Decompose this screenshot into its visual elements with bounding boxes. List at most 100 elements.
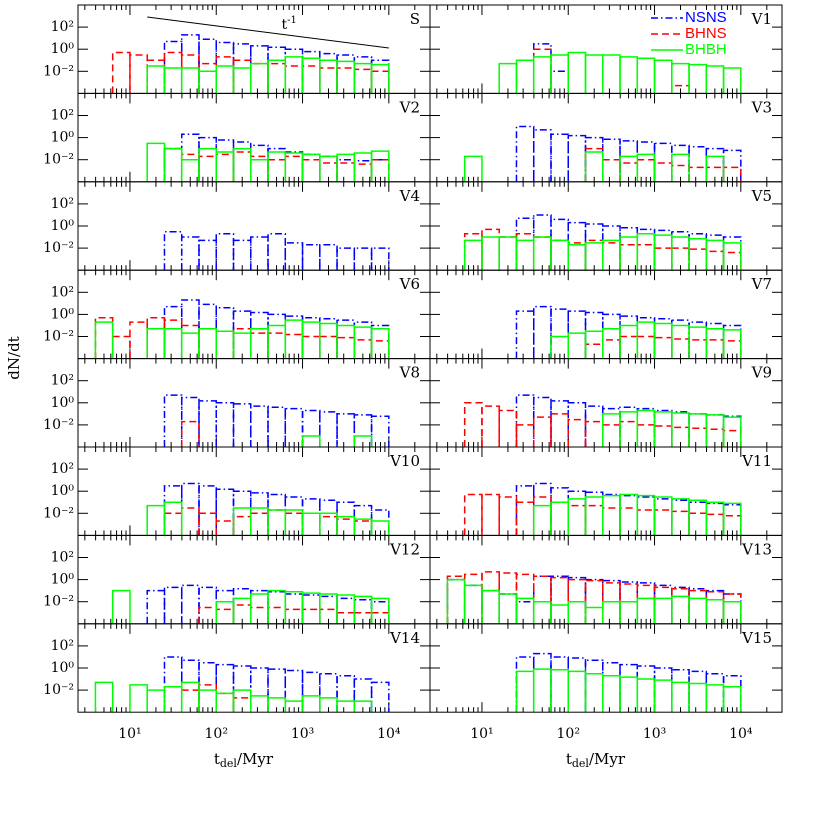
histogram-bin bbox=[567, 418, 587, 447]
histogram-bin bbox=[301, 65, 321, 94]
histogram-bin bbox=[584, 491, 604, 536]
histogram-bin bbox=[705, 673, 725, 713]
histogram-bin bbox=[163, 51, 183, 94]
histogram-bin bbox=[653, 318, 673, 359]
panel: 10² 10⁰ 10⁻² St-1 bbox=[43, 4, 431, 94]
histogram-bin bbox=[619, 56, 639, 94]
histogram-bin bbox=[671, 144, 690, 182]
histogram-bin bbox=[198, 400, 217, 447]
histogram-bin bbox=[163, 512, 183, 536]
histogram-bin bbox=[515, 485, 535, 536]
histogram-bin bbox=[653, 498, 673, 536]
histogram-bin bbox=[301, 158, 321, 182]
histogram-bin bbox=[370, 150, 390, 182]
histogram-bin bbox=[532, 396, 552, 447]
histogram-bin bbox=[370, 520, 390, 536]
histogram-bin bbox=[336, 336, 356, 359]
histogram-bin bbox=[671, 587, 690, 624]
histogram-bin bbox=[722, 686, 742, 713]
histogram-bin bbox=[567, 490, 587, 536]
histogram-bin bbox=[250, 158, 269, 182]
histogram-bin bbox=[481, 236, 500, 271]
histogram-bin bbox=[602, 661, 621, 713]
histogram-bin bbox=[584, 496, 604, 536]
histogram-bin bbox=[301, 608, 321, 624]
histogram-bin bbox=[215, 692, 235, 713]
histogram-bin bbox=[250, 667, 269, 713]
histogram-bin bbox=[602, 54, 621, 94]
panel-frame bbox=[429, 534, 783, 625]
histogram-bin bbox=[653, 679, 673, 713]
histogram-bin bbox=[301, 335, 321, 359]
y-tick-label: 10⁻² bbox=[43, 417, 74, 433]
histogram-bin bbox=[532, 652, 552, 713]
histogram-bin bbox=[215, 139, 235, 182]
histogram-bin bbox=[463, 584, 483, 624]
histogram-bin bbox=[722, 166, 742, 182]
histogram-bin bbox=[163, 147, 183, 182]
y-tick-label: 10² bbox=[51, 108, 74, 124]
histogram-bin bbox=[250, 236, 269, 271]
x-tick-label: 10³ bbox=[643, 726, 666, 742]
y-tick-label: 10⁰ bbox=[51, 41, 75, 57]
histogram-bin bbox=[198, 38, 217, 94]
histogram-bin bbox=[336, 247, 356, 271]
histogram-bin bbox=[232, 587, 252, 624]
histogram-bin bbox=[688, 501, 708, 536]
histogram-bin bbox=[602, 493, 621, 536]
histogram-bin bbox=[250, 45, 269, 94]
histogram-bin bbox=[722, 502, 742, 536]
histogram-bin bbox=[94, 681, 114, 713]
x-axis-label: tdel/Myr bbox=[566, 750, 626, 770]
histogram-bin bbox=[463, 155, 483, 182]
histogram-bin bbox=[550, 308, 569, 359]
panel-label: V8 bbox=[399, 364, 420, 382]
histogram-bin bbox=[370, 328, 390, 359]
y-axis-label: dN/dt bbox=[5, 336, 23, 379]
histogram-bin bbox=[463, 584, 483, 624]
histogram-bin bbox=[619, 494, 639, 536]
y-tick-label: 10⁰ bbox=[51, 483, 75, 499]
histogram-bin bbox=[180, 34, 200, 94]
legend-label: BHBH bbox=[685, 41, 727, 58]
histogram-bin bbox=[163, 147, 183, 182]
panel: 10² 10⁰ 10⁻² V12 bbox=[43, 534, 431, 625]
histogram-bin bbox=[163, 501, 183, 536]
histogram-bin bbox=[498, 496, 518, 536]
panel-label: V6 bbox=[399, 275, 420, 293]
histogram-bin bbox=[619, 411, 639, 447]
legend-label: NSNS bbox=[685, 9, 727, 26]
histogram-bin bbox=[688, 326, 708, 359]
histogram-bin bbox=[267, 46, 287, 94]
panel-label: V10 bbox=[389, 452, 420, 470]
histogram-bin bbox=[515, 239, 535, 271]
histogram-bin bbox=[250, 593, 269, 624]
histogram-bin bbox=[636, 316, 656, 359]
panel-label: V3 bbox=[751, 98, 772, 116]
histogram-bin bbox=[198, 586, 217, 624]
histogram-bin bbox=[688, 63, 708, 94]
histogram-bin bbox=[215, 41, 235, 94]
histogram-bin bbox=[446, 575, 466, 624]
histogram-bin bbox=[446, 578, 466, 624]
histogram-bin bbox=[722, 251, 742, 271]
panel-frame bbox=[77, 534, 431, 625]
panel-label: V14 bbox=[389, 629, 420, 647]
histogram-bin bbox=[567, 600, 587, 624]
histogram-bin bbox=[515, 424, 535, 447]
x-tick-label: 10⁴ bbox=[377, 726, 401, 742]
x-tick-label: 10¹ bbox=[118, 726, 141, 742]
y-tick-label: 10⁰ bbox=[51, 130, 75, 146]
panel-frame bbox=[77, 92, 431, 183]
histogram-bin bbox=[250, 144, 269, 182]
histogram-bin bbox=[301, 153, 321, 182]
x-label-base: t bbox=[566, 750, 572, 768]
panel-label: V15 bbox=[741, 629, 772, 647]
histogram-bin bbox=[301, 671, 321, 713]
histogram-bin bbox=[94, 316, 114, 359]
histogram-bin bbox=[636, 153, 656, 182]
histogram-bin bbox=[336, 594, 356, 624]
histogram-bin bbox=[671, 498, 690, 536]
histogram-bin bbox=[515, 310, 535, 359]
panel-frame bbox=[77, 269, 431, 360]
